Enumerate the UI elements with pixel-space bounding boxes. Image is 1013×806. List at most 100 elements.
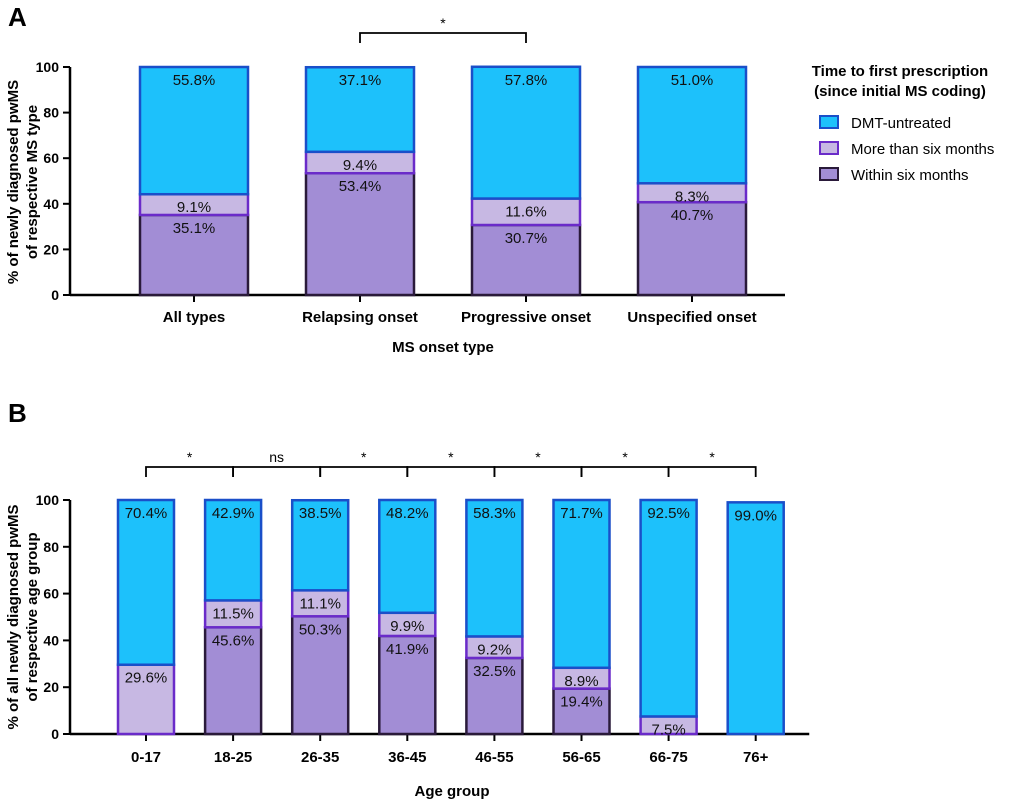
chart-a-value-label-progressive-onset-dmt-untreated: 57.8% <box>505 72 548 89</box>
chart-a-value-label-relapsing-onset-dmt-untreated: 37.1% <box>339 72 382 89</box>
chart-a-ytick-label-100: 100 <box>36 59 60 75</box>
chart-b-bar-26-35-within-six-months <box>290 615 350 736</box>
chart-b-value-label-0-17-dmt-untreated: 70.4% <box>125 505 168 522</box>
chart-b-bar-36-45-within-six-months <box>378 634 437 736</box>
legend-label-dmt-untreated: DMT-untreated <box>851 115 951 132</box>
chart-b-category-label-26-35: 26-35 <box>301 749 339 766</box>
chart-b-significance-bracket-4 <box>493 466 583 477</box>
chart-a-bar-unspecified-onset-dmt-untreated <box>636 65 748 185</box>
chart-b-bar-66-75-dmt-untreated <box>639 498 698 718</box>
chart-a-value-label-unspecified-onset-more-than-six-months: 8.3% <box>675 188 709 205</box>
chart-a-ytick-label-80: 80 <box>43 105 59 121</box>
chart-a-bar-relapsing-onset-dmt-untreated <box>304 65 416 154</box>
chart-b-bar-36-45-dmt-untreated <box>378 498 437 615</box>
legend-label-more-than-six-months: More than six months <box>851 141 994 158</box>
chart-b-significance-bracket-1 <box>232 466 322 477</box>
chart-b-category-label-18-25: 18-25 <box>214 749 252 766</box>
chart-b-ytick-label-0: 0 <box>51 726 59 742</box>
chart-a-category-label-progressive-onset: Progressive onset <box>461 309 591 326</box>
chart-b-significance-bracket-5 <box>580 466 670 477</box>
chart-a-ytick-label-60: 60 <box>43 150 59 166</box>
chart-b-value-label-36-45-within-six-months: 41.9% <box>386 641 429 658</box>
chart-b-value-label-66-75-dmt-untreated: 92.5% <box>647 505 690 522</box>
chart-a-category-label-all-types: All types <box>163 309 226 326</box>
chart-b-significance: * ns * * * * * <box>145 449 757 477</box>
chart-a-xlabel: MS onset type <box>392 339 494 356</box>
chart-b-bar-76-dmt-untreated <box>726 501 785 736</box>
chart-a-bar-all-types-within-six-months <box>138 213 250 297</box>
chart-b-value-label-26-35-more-than-six-months: 11.1% <box>299 595 340 612</box>
chart-b-bar-26-35-dmt-untreated <box>290 498 350 592</box>
chart-a-category-label-relapsing-onset: Relapsing onset <box>302 309 418 326</box>
chart-a-bars: 35.1% 9.1% 55.8% 53.4% 9.4% 37.1% 30.7% 11.6% 57… <box>138 65 748 297</box>
chart-a-value-label-unspecified-onset-dmt-untreated: 51.0% <box>671 72 714 89</box>
chart-b-significance-label-6: * <box>709 449 715 465</box>
legend-title-line1: Time to first prescription <box>812 63 988 80</box>
chart-a-bar-unspecified-onset-within-six-months <box>636 200 748 297</box>
legend-label-within-six-months: Within six months <box>851 167 969 184</box>
chart-b-bar-46-55-within-six-months <box>465 656 524 736</box>
chart-a: % of newly diagnosed pwMS of respective … <box>5 15 785 356</box>
chart-b-ytick-label-60: 60 <box>43 586 59 602</box>
chart-b-significance-label-5: * <box>622 449 628 465</box>
chart-a-bar-progressive-onset-more-than-six-months <box>470 197 582 227</box>
legend-swatch-within-six-months <box>819 167 839 181</box>
chart-b-category-label-76: 76+ <box>743 749 769 766</box>
chart-b: % of all newly diagnosed pwMS of respect… <box>5 449 810 800</box>
chart-b-category-label-46-55: 46-55 <box>475 749 513 766</box>
chart-b-significance-label-0: * <box>187 449 193 465</box>
chart-b-significance-label-2: * <box>361 449 367 465</box>
chart-b-value-label-36-45-dmt-untreated: 48.2% <box>386 505 429 522</box>
chart-a-value-label-relapsing-onset-within-six-months: 53.4% <box>339 178 382 195</box>
panel-label-a: A <box>8 2 27 32</box>
chart-b-ytick-label-40: 40 <box>43 632 59 648</box>
chart-a-significance: * <box>359 15 527 43</box>
chart-a-significance-label-0: * <box>440 15 446 31</box>
chart-b-value-label-66-75-more-than-six-months: 7.5% <box>651 721 685 738</box>
chart-a-ytick-label-40: 40 <box>43 196 59 212</box>
chart-b-bar-46-55-dmt-untreated <box>465 498 524 638</box>
chart-b-value-label-26-35-within-six-months: 50.3% <box>299 621 342 638</box>
chart-b-significance-bracket-0 <box>145 466 234 477</box>
legend-swatch-more-than-six-months <box>819 141 839 155</box>
chart-b-significance-bracket-2 <box>319 466 409 477</box>
chart-b-value-label-46-55-more-than-six-months: 9.2% <box>477 641 511 658</box>
chart-a-bar-progressive-onset-within-six-months <box>470 223 582 297</box>
chart-a-category-label-unspecified-onset: Unspecified onset <box>627 309 756 326</box>
panel-label-b: B <box>8 398 27 428</box>
chart-a-ytick-label-0: 0 <box>51 287 59 303</box>
chart-a-ylabel-line1: % of newly diagnosed pwMS <box>5 80 22 284</box>
chart-a-value-label-all-types-within-six-months: 35.1% <box>173 220 216 237</box>
chart-b-value-label-18-25-dmt-untreated: 42.9% <box>212 505 255 522</box>
chart-b-value-label-56-65-dmt-untreated: 71.7% <box>560 505 603 522</box>
chart-b-significance-label-3: * <box>448 449 454 465</box>
chart-a-bar-relapsing-onset-within-six-months <box>304 171 416 297</box>
chart-b-bar-18-25-dmt-untreated <box>203 498 263 602</box>
chart-b-ytick-label-20: 20 <box>43 679 59 695</box>
chart-a-value-label-all-types-dmt-untreated: 55.8% <box>173 72 216 89</box>
chart-b-value-label-46-55-within-six-months: 32.5% <box>473 663 516 680</box>
chart-b-value-label-18-25-more-than-six-months: 11.5% <box>212 605 253 622</box>
chart-a-value-label-progressive-onset-within-six-months: 30.7% <box>505 230 548 247</box>
chart-b-bar-0-17-dmt-untreated <box>116 498 176 666</box>
chart-b-bar-26-35-more-than-six-months <box>290 589 350 618</box>
chart-b-value-label-46-55-dmt-untreated: 58.3% <box>473 505 516 522</box>
chart-b-bar-18-25-within-six-months <box>203 626 263 736</box>
chart-a-significance-bracket-0 <box>359 32 527 43</box>
chart-b-value-label-56-65-within-six-months: 19.4% <box>560 694 603 711</box>
chart-b-value-label-26-35-dmt-untreated: 38.5% <box>299 505 342 522</box>
legend-title-line2: (since initial MS coding) <box>814 83 986 100</box>
chart-a-axes: 0 20 40 60 80 100 All types Relapsing onset Prog… <box>36 59 785 326</box>
legend: Time to first prescription (since initia… <box>812 63 995 184</box>
chart-b-ytick-label-100: 100 <box>36 492 60 508</box>
chart-b-xlabel: Age group <box>415 783 490 800</box>
legend-swatch-dmt-untreated <box>819 115 839 129</box>
chart-b-category-label-0-17: 0-17 <box>131 749 161 766</box>
chart-b-category-label-36-45: 36-45 <box>388 749 426 766</box>
chart-b-significance-label-1: ns <box>269 449 284 465</box>
chart-b-ylabel-line2: of respective age group <box>24 532 41 701</box>
chart-a-bar-all-types-dmt-untreated <box>138 65 250 196</box>
chart-a-ylabel-line2: of respective MS type <box>24 105 41 259</box>
chart-a-value-label-progressive-onset-more-than-six-months: 11.6% <box>505 204 546 221</box>
